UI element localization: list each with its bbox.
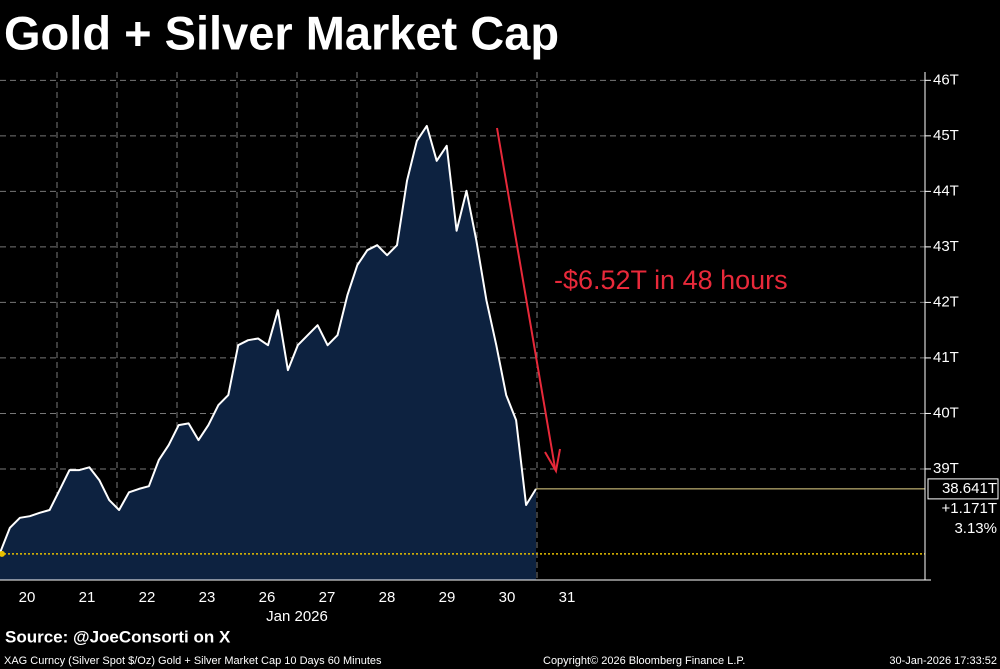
last-value-label: 38.641T xyxy=(942,480,997,497)
footer-right: 30-Jan-2026 17:33:52 xyxy=(889,655,997,667)
y-tick-label: 45T xyxy=(933,127,959,144)
footer-center: Copyright© 2026 Bloomberg Finance L.P. xyxy=(543,655,745,667)
annotation-arrow xyxy=(496,127,556,469)
line xyxy=(0,124,537,554)
x-axis-label: Jan 2026 xyxy=(266,608,328,625)
y-tick-label: 41T xyxy=(933,349,959,366)
area xyxy=(0,125,536,581)
change-label: +1.171T xyxy=(942,500,997,517)
y-tick-label: 46T xyxy=(933,71,959,88)
source: Source: @JoeConsorti on X xyxy=(5,627,231,646)
y-tick-label: 42T xyxy=(933,293,959,310)
change-pct-label: 3.13% xyxy=(954,520,997,537)
x-tick-label: 21 xyxy=(79,589,96,606)
y-tick-label: 44T xyxy=(933,182,959,199)
x-tick-label: 26 xyxy=(259,589,276,606)
footer-left: XAG Curncy (Silver Spot $/Oz) Gold + Sil… xyxy=(4,655,382,667)
x-tick-label: 20 xyxy=(19,589,36,606)
annotation: -$6.52T in 48 hours xyxy=(554,265,788,295)
chart-title: Gold + Silver Market Cap xyxy=(4,6,559,59)
y-tick-label: 43T xyxy=(933,238,959,255)
last-value-box xyxy=(927,478,999,500)
x-tick-label: 31 xyxy=(559,589,576,606)
annotation-arrowhead xyxy=(544,448,561,474)
y-tick-label: 40T xyxy=(933,404,959,421)
x-tick-label: 29 xyxy=(439,589,456,606)
previous-close-dot xyxy=(0,550,5,557)
x-tick-label: 28 xyxy=(379,589,396,606)
plot-layer xyxy=(0,72,925,581)
y-tick-label: 39T xyxy=(933,460,959,477)
x-tick-label: 23 xyxy=(199,589,216,606)
x-tick-label: 27 xyxy=(319,589,336,606)
x-tick-label: 30 xyxy=(499,589,516,606)
x-tick-label: 22 xyxy=(139,589,156,606)
